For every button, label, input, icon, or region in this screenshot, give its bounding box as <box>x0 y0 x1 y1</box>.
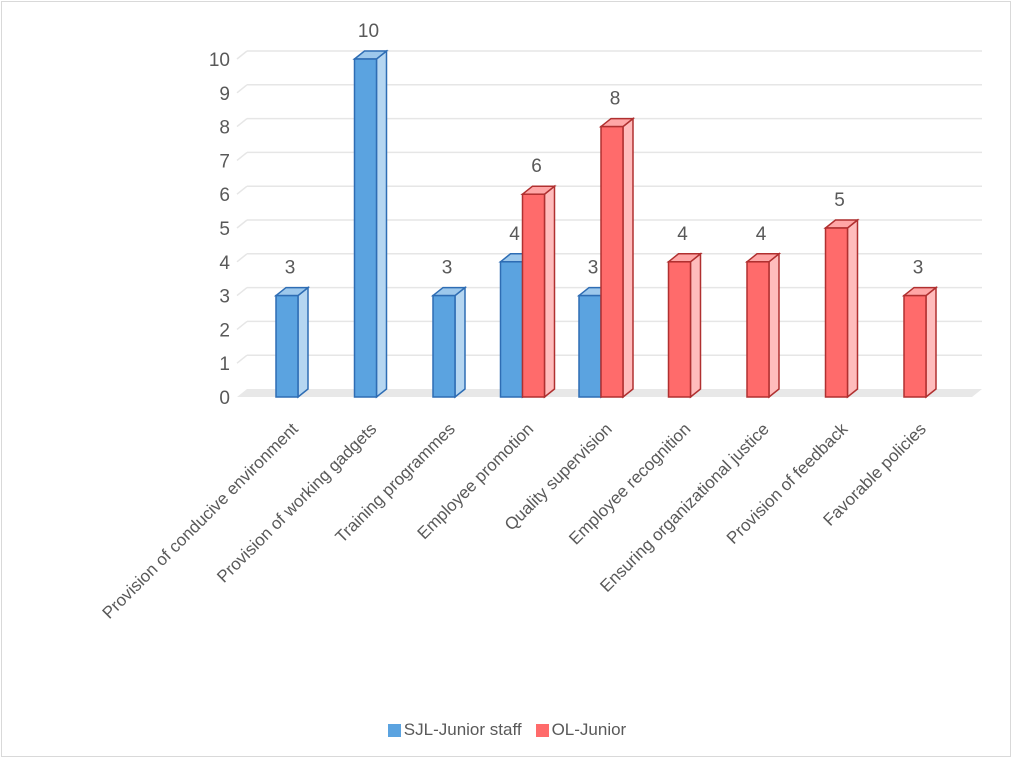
gridline-side <box>236 118 248 128</box>
y-tick-label: 7 <box>219 151 230 172</box>
data-label: 8 <box>610 89 621 110</box>
legend-swatch-sjl <box>387 723 401 737</box>
x-axis-categories: Provision of conducive environmentProvis… <box>99 419 930 623</box>
bar-front <box>432 294 456 398</box>
bar-front <box>275 294 299 398</box>
bar-front <box>521 193 546 398</box>
bar <box>666 252 703 399</box>
bar-side <box>768 252 780 399</box>
legend-item-sjl: SJL-Junior staff <box>387 720 522 740</box>
y-tick-label: 1 <box>219 354 230 375</box>
data-labels: 3 10 3 4 6 3 8 4 4 5 3 <box>285 21 924 279</box>
y-tick-label: 10 <box>209 50 230 71</box>
bar-front <box>824 227 849 398</box>
bar <box>901 286 939 399</box>
y-tick-label: 5 <box>219 219 230 240</box>
bar <box>430 286 468 399</box>
y-tick-label: 6 <box>219 185 230 206</box>
bar <box>520 184 557 399</box>
data-label: 6 <box>531 156 542 177</box>
gridline-side <box>236 50 248 60</box>
data-label: 3 <box>442 258 453 279</box>
gridline-side <box>236 84 248 94</box>
legend: SJL-Junior staff OL-Junior <box>2 720 1012 740</box>
bar <box>273 286 311 399</box>
bar-side <box>925 286 937 399</box>
bar-front <box>746 261 770 398</box>
bar <box>598 117 636 399</box>
gridline-side <box>236 151 248 161</box>
x-category-label: Provision of working gadgets <box>213 419 380 586</box>
y-tick-label: 9 <box>219 84 230 105</box>
bars <box>273 49 939 399</box>
data-label: 3 <box>285 258 296 279</box>
y-tick-label: 4 <box>219 253 230 274</box>
legend-swatch-ol <box>535 723 549 737</box>
y-axis-ticks: 0 1 2 3 4 5 6 7 8 9 10 <box>209 50 231 409</box>
gridline-side <box>236 287 248 297</box>
data-label: 4 <box>677 224 688 245</box>
data-label: 3 <box>913 258 924 279</box>
gridline-side <box>236 185 248 195</box>
data-label: 10 <box>358 21 379 42</box>
bar-side <box>846 218 859 399</box>
bar-front <box>353 58 378 398</box>
y-tick-label: 0 <box>219 388 230 409</box>
legend-item-ol: OL-Junior <box>535 720 627 740</box>
data-label: 4 <box>756 224 767 245</box>
gridline-side <box>236 320 248 330</box>
gridline-side <box>236 219 248 229</box>
data-label: 5 <box>834 190 845 211</box>
gridline-side <box>236 354 248 364</box>
bar-side <box>297 286 309 399</box>
bar-chart: 0 1 2 3 4 5 6 7 8 9 10 3 10 3 4 6 3 8 4 4 5 3 Provision of c… <box>99 21 982 623</box>
bar-side <box>622 117 634 399</box>
data-label: 4 <box>509 224 520 245</box>
legend-label-ol: OL-Junior <box>551 720 627 739</box>
bar-front <box>600 125 624 398</box>
bar <box>352 49 389 399</box>
bar <box>744 252 782 399</box>
y-tick-label: 8 <box>219 118 230 139</box>
data-label: 3 <box>588 258 599 279</box>
bar-side <box>454 286 466 399</box>
legend-label-sjl: SJL-Junior staff <box>403 720 522 739</box>
gridline-side <box>236 253 248 263</box>
bar-front <box>499 261 524 398</box>
bar-side <box>375 49 388 399</box>
bar-side <box>689 252 702 399</box>
bar-front <box>578 294 602 398</box>
bar-front <box>667 261 692 398</box>
bar <box>823 218 860 399</box>
y-tick-label: 3 <box>219 287 230 308</box>
y-tick-label: 2 <box>219 320 230 341</box>
bar-side <box>543 184 556 399</box>
x-category-label: Ensuring organizational justice <box>596 419 772 595</box>
bar-front <box>903 294 927 398</box>
